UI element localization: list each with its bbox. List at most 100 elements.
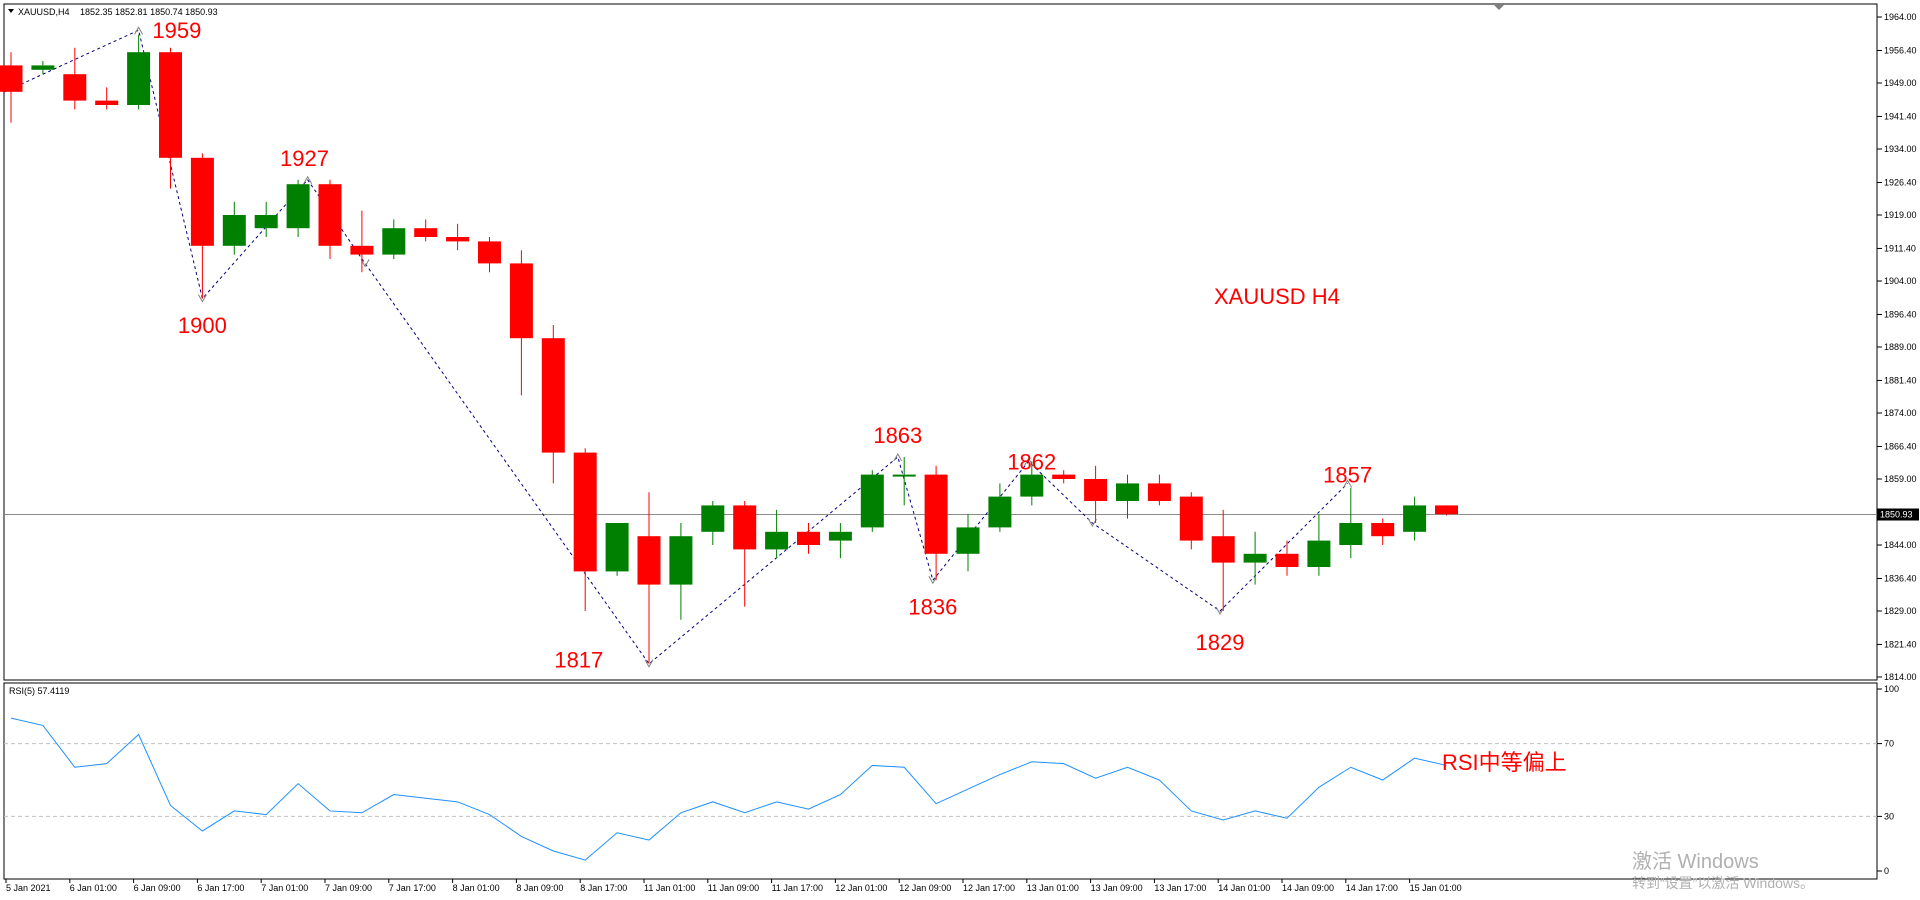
candle xyxy=(956,514,980,572)
candle-body xyxy=(1403,505,1427,532)
time-tick-label: 6 Jan 09:00 xyxy=(134,883,181,893)
candle-body xyxy=(478,241,501,264)
candle-body xyxy=(988,496,1012,528)
rsi-tick-label: 0 xyxy=(1884,866,1889,876)
time-tick-label: 6 Jan 01:00 xyxy=(70,883,117,893)
price-tick-label: 1896.40 xyxy=(1884,309,1917,319)
price-tick-label: 1881.40 xyxy=(1884,375,1917,385)
rsi-axis: 100 70 30 0 xyxy=(4,684,1899,876)
candle xyxy=(286,179,310,237)
time-tick-label: 5 Jan 2021 xyxy=(6,883,51,893)
time-tick-label: 14 Jan 01:00 xyxy=(1218,883,1270,893)
candle-body xyxy=(828,531,852,541)
time-tick-label: 11 Jan 17:00 xyxy=(772,883,823,893)
candle xyxy=(1179,492,1203,550)
candle xyxy=(446,223,470,251)
candle-body xyxy=(446,237,470,242)
candle-body xyxy=(382,228,406,255)
swing-price-label: 1862 xyxy=(1007,449,1056,474)
candle xyxy=(95,87,119,110)
candle xyxy=(0,52,23,123)
candle xyxy=(924,465,948,581)
candle xyxy=(1116,474,1139,519)
candle xyxy=(988,483,1012,532)
candle-body xyxy=(1275,553,1299,567)
candle-body xyxy=(1020,474,1044,497)
candle-body xyxy=(318,184,342,246)
candle-body xyxy=(924,474,948,554)
time-tick-label: 7 Jan 09:00 xyxy=(325,883,372,893)
candle xyxy=(765,509,789,559)
rsi-title: RSI(5) 57.4119 xyxy=(9,686,69,696)
candle-body xyxy=(605,523,629,572)
price-tick-label: 1926.40 xyxy=(1884,177,1917,187)
price-tick-label: 1941.40 xyxy=(1884,111,1917,121)
candle xyxy=(637,492,661,664)
candle-body xyxy=(797,531,820,545)
zigzag-pivot-marker xyxy=(1024,457,1034,466)
candle-body xyxy=(1179,496,1203,541)
chart-ohlc: 1852.35 1852.81 1850.74 1850.93 xyxy=(80,7,218,17)
candle xyxy=(1403,496,1427,541)
chart-label: XAUUSD H4 xyxy=(1214,284,1340,309)
time-tick-label: 13 Jan 09:00 xyxy=(1091,883,1143,893)
time-tick-label: 14 Jan 09:00 xyxy=(1282,883,1334,893)
candle-body xyxy=(190,157,214,246)
zigzag-pivot-marker xyxy=(197,294,207,303)
candle xyxy=(254,201,278,237)
candle-body xyxy=(95,100,119,105)
swing-price-label: 1959 xyxy=(152,18,201,43)
price-tick-label: 1814.00 xyxy=(1884,672,1917,682)
candle xyxy=(222,201,246,255)
swing-annotations: 1959 1900 1927 1817 1863 1836 1862 1829 1857 xyxy=(152,18,1372,672)
candle xyxy=(669,523,693,620)
zigzag-pivot-marker xyxy=(1343,479,1353,488)
price-tick-label: 1859.00 xyxy=(1884,474,1917,484)
time-tick-label: 14 Jan 17:00 xyxy=(1346,883,1398,893)
candle-body xyxy=(1339,523,1363,545)
candle xyxy=(1052,470,1076,484)
candle xyxy=(605,523,629,576)
zigzag-pivot-marker xyxy=(134,26,144,35)
candle-body xyxy=(159,52,182,158)
time-tick-label: 11 Jan 09:00 xyxy=(708,883,759,893)
price-tick-label: 1829.00 xyxy=(1884,606,1917,616)
candle xyxy=(63,47,87,110)
rsi-panel-frame xyxy=(3,682,1878,880)
price-axis: 1964.00 1956.40 1949.00 1941.40 1934.00 1926.… xyxy=(4,12,1919,682)
candle-body xyxy=(765,531,789,550)
price-tick-label: 1889.00 xyxy=(1884,342,1917,352)
candle xyxy=(1147,474,1171,506)
chart-menu-icon[interactable] xyxy=(8,9,14,13)
swing-price-label: 1817 xyxy=(554,647,603,672)
time-tick-label: 12 Jan 17:00 xyxy=(963,883,1015,893)
candle-body xyxy=(1243,553,1267,563)
time-tick-label: 8 Jan 09:00 xyxy=(516,883,563,893)
candle xyxy=(733,501,757,607)
price-tick-label: 1904.00 xyxy=(1884,276,1917,286)
zigzag-pivot-marker xyxy=(1215,606,1225,616)
candle-body xyxy=(1147,483,1171,501)
zigzag-pivot-marker xyxy=(360,259,370,268)
rsi-annotation: RSI中等偏上 xyxy=(1442,750,1567,775)
time-tick-label: 7 Jan 01:00 xyxy=(261,883,308,893)
candle-body xyxy=(222,215,246,246)
candle xyxy=(509,250,533,396)
chart-shift-marker-icon[interactable] xyxy=(1494,5,1504,10)
price-tick-label: 1964.00 xyxy=(1884,12,1917,22)
rsi-tick-label: 70 xyxy=(1884,739,1894,749)
price-panel-frame xyxy=(3,3,1878,681)
candle-body xyxy=(860,474,884,528)
time-tick-label: 12 Jan 09:00 xyxy=(899,883,951,893)
time-tick-label: 6 Jan 17:00 xyxy=(197,883,244,893)
rsi-tick-label: 30 xyxy=(1884,811,1894,821)
time-tick-label: 11 Jan 01:00 xyxy=(644,883,695,893)
rsi-tick-label: 100 xyxy=(1884,684,1899,694)
price-tick-label: 1934.00 xyxy=(1884,144,1917,154)
candle xyxy=(1020,461,1044,506)
candle-body xyxy=(669,536,693,585)
swing-price-label: 1863 xyxy=(873,423,922,448)
time-tick-label: 8 Jan 01:00 xyxy=(453,883,500,893)
candle xyxy=(797,523,820,554)
